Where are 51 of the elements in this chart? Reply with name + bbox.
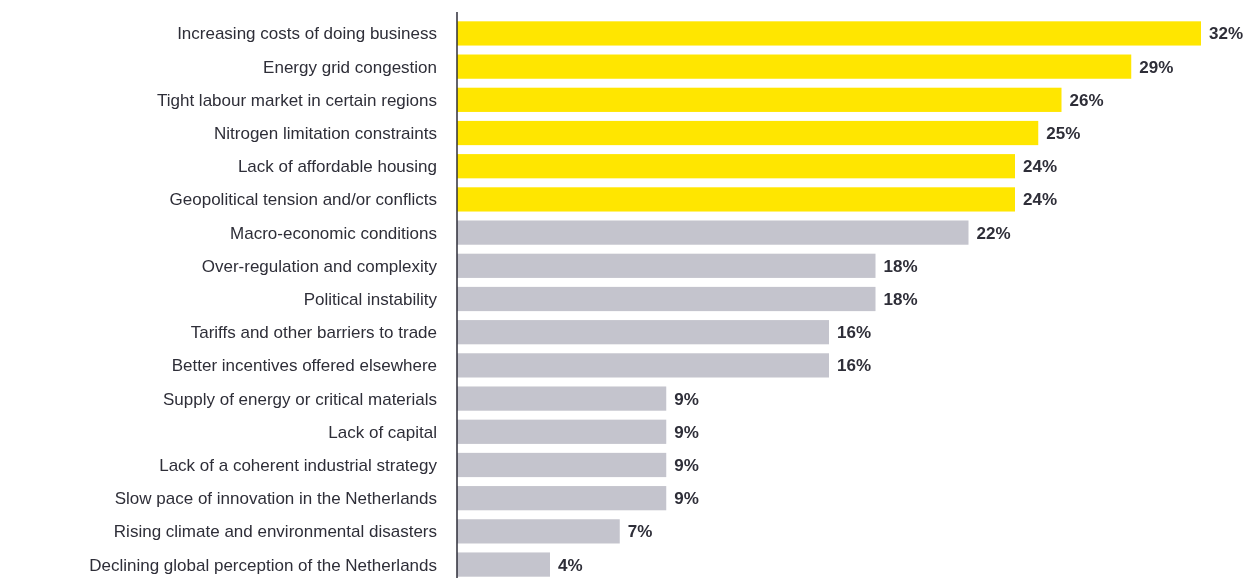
y-tick-label: Lack of a coherent industrial strategy [159, 455, 438, 475]
y-tick-label: Slow pace of innovation in the Netherlands [114, 489, 437, 509]
data-label: 4% [558, 555, 583, 575]
bar [457, 386, 667, 411]
y-tick-label: Tariffs and other barriers to trade [190, 323, 437, 343]
data-label: 22% [976, 223, 1011, 243]
data-label: 32% [1209, 24, 1244, 44]
bar [457, 187, 1015, 212]
bar [457, 120, 1039, 146]
bar [457, 87, 1062, 112]
bar [457, 21, 1201, 46]
y-tick-label: Increasing costs of doing business [177, 24, 437, 44]
data-label: 16% [837, 356, 872, 376]
data-label: 18% [883, 256, 918, 276]
y-tick-label: Supply of energy or critical materials [162, 389, 437, 409]
bar [457, 220, 969, 245]
data-label: 9% [674, 489, 699, 509]
bar [457, 54, 1132, 79]
y-tick-label: Rising climate and environmental disasters [113, 522, 437, 542]
data-label: 9% [674, 455, 699, 475]
bar [457, 452, 667, 478]
y-tick-label: Energy grid congestion [263, 57, 437, 77]
bar [457, 552, 550, 577]
bar [457, 486, 667, 511]
bar [457, 253, 876, 278]
bar [457, 419, 667, 444]
bar [457, 519, 620, 544]
bar [457, 320, 829, 345]
data-label: 9% [674, 389, 699, 409]
y-tick-label: Nitrogen limitation constraints [214, 123, 437, 143]
y-tick-label: Political instability [303, 289, 438, 309]
data-label: 7% [627, 522, 653, 542]
data-label: 9% [674, 422, 699, 442]
data-label: 29% [1139, 57, 1174, 77]
y-tick-label: Over-regulation and complexity [201, 256, 438, 276]
y-tick-label: Tight labour market in certain regions [156, 90, 437, 110]
data-label: 26% [1069, 90, 1104, 110]
bar [457, 154, 1015, 179]
bar [457, 286, 876, 312]
y-tick-label: Better incentives offered elsewhere [171, 356, 437, 376]
y-tick-label: Macro-economic conditions [230, 223, 437, 243]
data-label: 18% [883, 289, 918, 309]
y-tick-label: Lack of capital [328, 422, 437, 442]
data-label: 24% [1023, 190, 1058, 210]
y-tick-label: Geopolitical tension and/or conflicts [169, 190, 437, 210]
y-tick-label: Declining global perception of the Netherlands [89, 555, 437, 575]
data-label: 24% [1023, 157, 1058, 177]
y-tick-label: Lack of affordable housing [237, 157, 437, 177]
data-label: 16% [837, 323, 872, 343]
data-label: 25% [1046, 123, 1081, 143]
bar [457, 353, 829, 378]
